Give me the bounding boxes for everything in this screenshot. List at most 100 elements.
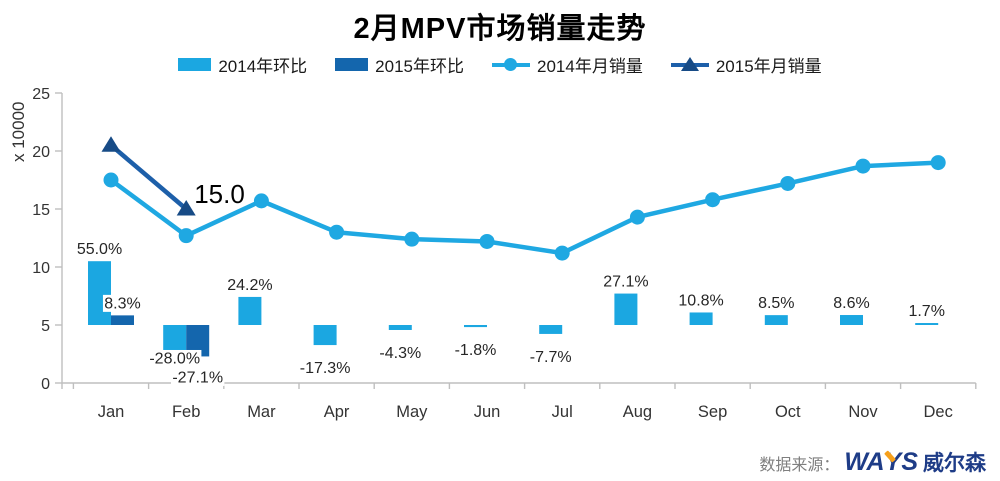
bar-2014-feb xyxy=(163,325,187,358)
x-category-label-aug: Aug xyxy=(623,403,652,421)
bar-2014-jul xyxy=(539,325,563,334)
bar-label-bg xyxy=(226,276,274,294)
legend-item-2014-line: 2014年月销量 xyxy=(492,52,643,77)
bar-2014-mar xyxy=(238,296,262,325)
bar-2015-jan xyxy=(111,315,134,325)
bar-2014-dec xyxy=(915,323,939,325)
point-2014-aug xyxy=(629,209,645,225)
bar-label-bg xyxy=(102,294,143,312)
legend-label-2015-line: 2015年月销量 xyxy=(715,57,822,76)
bar-2014-jun xyxy=(464,325,487,328)
x-category-label-jan: Jan xyxy=(98,403,125,421)
x-category-label-dec: Dec xyxy=(924,403,953,421)
legend-label-2014-line: 2014年月销量 xyxy=(537,57,643,76)
bar-label-2015-feb: -27.1% xyxy=(172,369,223,386)
bar-label-bg xyxy=(907,302,947,320)
bar-label-bg xyxy=(148,349,202,367)
bar-2015-feb xyxy=(186,325,210,357)
point-2014-oct xyxy=(780,175,796,191)
bar-label-bg xyxy=(528,348,574,366)
bar-label-bg xyxy=(452,341,499,359)
bar-2014-may xyxy=(388,325,412,330)
x-category-label-nov: Nov xyxy=(848,403,878,421)
legend: 2014年环比 2015年环比 2014年月销量 2015年月销量 xyxy=(0,52,1000,77)
point-2015-jan xyxy=(101,136,121,152)
logo-s: S xyxy=(901,448,918,476)
x-category-label-apr: Apr xyxy=(324,403,350,421)
point-2014-feb xyxy=(178,228,194,244)
bar-label-bg xyxy=(75,240,124,258)
legend-line-triangle-icon xyxy=(670,56,709,73)
point-2014-jan xyxy=(103,172,119,188)
y-tick-label: 10 xyxy=(32,260,50,277)
bar-2014-sep xyxy=(689,312,713,325)
logo-y: Y xyxy=(883,448,902,476)
point-2014-dec xyxy=(930,155,946,171)
y-axis-title: x 10000 xyxy=(9,102,28,163)
x-category-label-oct: Oct xyxy=(775,403,801,421)
legend-item-2015-bar: 2015年环比 xyxy=(335,52,464,77)
y-tick-label: 25 xyxy=(32,86,50,103)
bar-label-2014-apr: -17.3% xyxy=(300,360,351,377)
legend-swatch-2015-bar-icon xyxy=(335,58,369,71)
line-point-label-2015-feb: 15.0 xyxy=(194,179,245,209)
bar-2014-jan xyxy=(88,261,111,325)
legend-label-2015-bar: 2015年环比 xyxy=(375,57,464,76)
y-tick-label: 20 xyxy=(32,144,50,161)
point-2014-mar xyxy=(253,193,269,209)
bar-label-bg xyxy=(602,273,650,291)
x-category-label-may: May xyxy=(396,403,428,421)
point-2014-jun xyxy=(479,233,495,249)
point-2015-feb xyxy=(176,200,196,216)
x-category-label-feb: Feb xyxy=(172,403,200,421)
bar-label-bg xyxy=(677,291,725,309)
bar-label-2015-jan: 8.3% xyxy=(104,295,140,312)
point-2014-nov xyxy=(855,158,871,174)
ways-logo-chinese: 威尔森 xyxy=(923,452,986,475)
point-2014-jul xyxy=(554,245,570,261)
bar-label-2014-feb: -28.0% xyxy=(149,350,200,367)
logo-wa: WA xyxy=(844,448,885,476)
bar-label-2014-jul: -7.7% xyxy=(530,349,572,366)
x-category-label-mar: Mar xyxy=(247,403,276,421)
bar-label-bg xyxy=(171,368,225,386)
legend-item-2014-bar: 2014年环比 xyxy=(178,52,307,77)
bar-2014-oct xyxy=(764,315,788,325)
bar-label-bg xyxy=(377,344,423,362)
x-category-label-jul: Jul xyxy=(552,403,573,421)
bar-label-2014-dec: 1.7% xyxy=(908,303,944,320)
legend-label-2014-bar: 2014年环比 xyxy=(218,57,308,76)
y-tick-label: 15 xyxy=(32,202,50,219)
chart-title: 2月MPV市场销量走势 xyxy=(353,13,647,45)
point-2014-sep xyxy=(705,192,721,208)
data-source-label: 数据来源： xyxy=(759,457,840,474)
point-2014-apr xyxy=(329,224,345,240)
bar-label-2014-jun: -1.8% xyxy=(455,342,497,359)
line-2014 xyxy=(109,160,939,256)
bar-label-2014-jan: 55.0% xyxy=(77,241,122,258)
data-source: 数据来源： WAY S 威尔森 xyxy=(759,447,986,477)
bar-label-2014-nov: 8.6% xyxy=(833,295,869,312)
line-2015 xyxy=(109,143,188,211)
legend-triangle-marker-icon xyxy=(680,57,699,71)
legend-line-circle-icon xyxy=(492,56,530,73)
y-tick-label: 5 xyxy=(41,318,50,335)
bar-label-2014-sep: 10.8% xyxy=(678,292,723,309)
legend-circle-marker-icon xyxy=(504,58,517,71)
bar-label-bg xyxy=(756,294,796,312)
x-category-label-sep: Sep xyxy=(698,403,727,421)
bar-label-2014-may: -4.3% xyxy=(379,345,421,362)
bar-2014-aug xyxy=(614,293,638,325)
ways-logo: WAY S xyxy=(844,450,918,475)
legend-swatch-2014-bar-icon xyxy=(178,58,212,71)
y-tick-label: 0 xyxy=(41,376,50,393)
bar-label-bg xyxy=(831,294,872,312)
bar-2014-apr xyxy=(313,325,337,346)
bar-2014-nov xyxy=(840,315,863,325)
bar-label-bg xyxy=(298,359,352,377)
bar-label-2014-aug: 27.1% xyxy=(603,274,648,291)
x-category-label-jun: Jun xyxy=(474,403,501,421)
bar-label-2014-oct: 8.5% xyxy=(758,295,794,312)
